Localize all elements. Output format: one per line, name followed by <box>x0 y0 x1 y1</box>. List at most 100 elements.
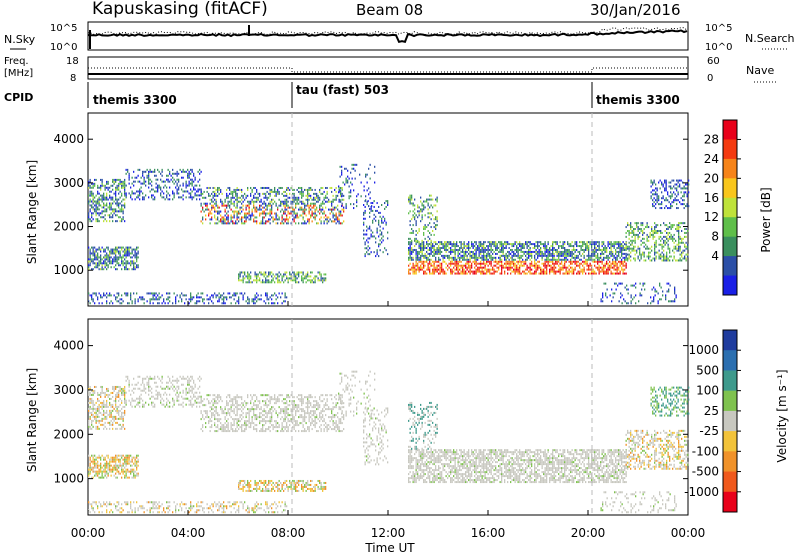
power-cell <box>552 261 553 263</box>
power-cell <box>554 255 555 257</box>
power-cell <box>651 185 652 187</box>
power-cell <box>204 203 205 205</box>
power-cell <box>282 193 283 195</box>
power-cell <box>198 296 199 298</box>
power-cell <box>132 268 133 270</box>
power-cell <box>536 259 537 261</box>
power-cell <box>279 205 280 207</box>
power-cell <box>339 211 340 213</box>
power-cell <box>213 197 214 199</box>
power-cell <box>674 246 675 248</box>
power-cell <box>256 207 257 209</box>
power-cell <box>429 243 430 245</box>
power-cell <box>289 207 290 209</box>
power-cell <box>626 259 627 261</box>
power-cell <box>274 275 275 277</box>
power-cell <box>267 281 268 283</box>
power-cell <box>684 250 685 252</box>
power-cell <box>666 189 667 191</box>
power-cell <box>542 253 543 255</box>
power-cell <box>114 252 115 254</box>
power-cell <box>337 218 338 220</box>
power-cell <box>226 207 227 209</box>
power-cell <box>686 254 687 256</box>
power-cell <box>669 182 670 184</box>
power-cell <box>246 197 247 199</box>
power-cell <box>336 199 337 201</box>
power-cell <box>151 194 152 196</box>
power-cell <box>518 273 519 275</box>
power-cell <box>307 201 308 203</box>
power-cell <box>603 241 604 243</box>
power-cell <box>423 247 424 249</box>
power-ytick-label: 3000 <box>53 176 84 190</box>
power-cell <box>450 253 451 255</box>
power-cell <box>241 195 242 197</box>
power-cell <box>123 247 124 249</box>
power-cell <box>416 249 417 251</box>
power-cell <box>249 213 250 215</box>
power-cell <box>181 177 182 179</box>
power-cell <box>428 245 429 247</box>
power-cell <box>307 279 308 281</box>
power-cell <box>635 234 636 236</box>
velocity-cell <box>105 404 106 406</box>
power-cell <box>102 185 103 187</box>
power-cell <box>628 292 629 294</box>
power-cell <box>542 273 543 275</box>
power-cell <box>555 251 556 253</box>
power-cell <box>340 189 341 191</box>
power-cell <box>614 292 615 294</box>
power-cell <box>267 292 268 294</box>
power-cell <box>271 281 272 283</box>
power-cell <box>216 189 217 191</box>
power-cell <box>416 224 417 226</box>
power-cell <box>674 300 675 302</box>
power-cell <box>638 230 639 232</box>
power-cell <box>675 187 676 189</box>
power-cell <box>273 199 274 201</box>
power-cell <box>467 261 468 263</box>
power-cell <box>530 251 531 253</box>
power-cell <box>626 288 627 290</box>
power-cell <box>181 298 182 300</box>
power-cell <box>528 257 529 259</box>
power-cell <box>657 195 658 197</box>
power-cell <box>461 255 462 257</box>
power-cell <box>121 262 122 264</box>
power-cell <box>148 292 149 294</box>
power-cell <box>428 230 429 232</box>
power-cell <box>413 230 414 232</box>
power-cell <box>653 234 654 236</box>
power-cell <box>524 243 525 245</box>
power-cell <box>513 253 514 255</box>
power-cell <box>237 189 238 191</box>
power-cell <box>111 262 112 264</box>
power-cell <box>620 261 621 263</box>
power-cell <box>208 213 209 215</box>
power-cell <box>316 207 317 209</box>
power-cell <box>115 208 116 210</box>
power-cell <box>602 269 603 271</box>
power-cell <box>297 189 298 191</box>
power-cell <box>319 189 320 191</box>
power-cell <box>431 251 432 253</box>
power-cell <box>139 194 140 196</box>
power-cell <box>483 257 484 259</box>
power-cell <box>684 257 685 259</box>
power-cell <box>93 201 94 203</box>
power-cell <box>252 191 253 193</box>
power-cell <box>268 302 269 304</box>
power-cell <box>94 197 95 199</box>
power-cell <box>587 269 588 271</box>
power-cell <box>609 247 610 249</box>
power-cell <box>120 247 121 249</box>
power-cell <box>681 242 682 244</box>
power-cell <box>467 273 468 275</box>
power-cell <box>467 243 468 245</box>
power-cell <box>363 212 364 214</box>
power-cell <box>629 257 630 259</box>
power-cell <box>410 263 411 265</box>
power-cell <box>450 247 451 249</box>
power-cell <box>673 191 674 193</box>
